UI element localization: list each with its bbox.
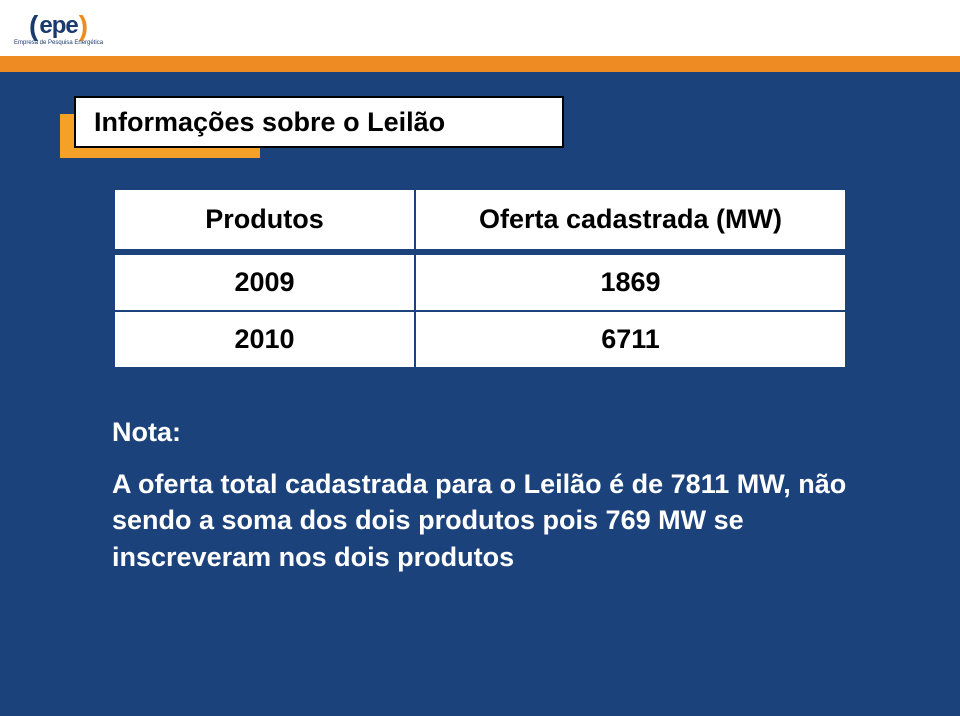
logo: ( epe ) Empresa de Pesquisa Energética [14,10,103,46]
logo-main: ( epe ) [29,10,88,42]
table-cell-value-2010: 6711 [415,311,845,367]
note-text: A oferta total cadastrada para o Leilão … [112,466,872,575]
table-row: 2009 1869 [115,252,845,311]
title-box: Informações sobre o Leilão [74,96,564,150]
logo-paren-open: ( [29,10,38,42]
data-table: Produtos Oferta cadastrada (MW) 2009 186… [115,190,845,367]
table-row: 2010 6711 [115,311,845,367]
logo-paren-close: ) [79,10,88,42]
table-header-oferta: Oferta cadastrada (MW) [415,190,845,252]
header-bar: ( epe ) Empresa de Pesquisa Energética [0,0,960,56]
accent-band [0,56,960,72]
table-header-row: Produtos Oferta cadastrada (MW) [115,190,845,252]
note-label: Nota: [112,417,960,448]
logo-subtitle: Empresa de Pesquisa Energética [14,40,103,46]
main-area: Informações sobre o Leilão Produtos Ofer… [0,72,960,716]
logo-text: epe [39,12,77,40]
note-block: Nota: A oferta total cadastrada para o L… [112,417,960,575]
slide-title: Informações sobre o Leilão [94,107,445,138]
table-cell-year-2010: 2010 [115,311,415,367]
title-inner: Informações sobre o Leilão [74,96,564,148]
table-cell-year-2009: 2009 [115,252,415,311]
table-header-produtos: Produtos [115,190,415,252]
table-cell-value-2009: 1869 [415,252,845,311]
